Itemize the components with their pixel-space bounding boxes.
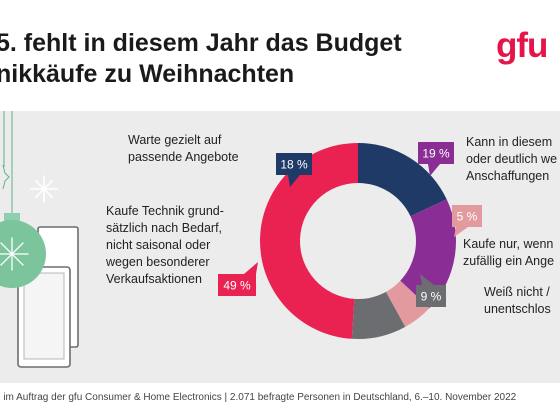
label-warte-gezielt-line-1: Warte gezielt auf	[128, 133, 222, 147]
sparkle-icon	[30, 175, 58, 203]
badge-pink: 5 %	[452, 205, 482, 237]
label-kann-in-diesem-line-1: Kann in diesem	[466, 135, 553, 149]
badge-pink-text: 5 %	[457, 210, 478, 224]
label-warte-gezielt: Warte gezielt auf passende Angebote	[128, 132, 239, 166]
decoration-illustration	[0, 111, 79, 368]
label-kaufe-nur-line-1: Kaufe nur, wenn	[463, 237, 554, 251]
badge-gray: 9 %	[416, 274, 446, 307]
slice-pink	[385, 280, 430, 327]
gfu-logo: gfu	[496, 26, 548, 65]
label-kaufe-technik-line-5: Verkaufsaktionen	[106, 272, 202, 286]
label-kann-in-diesem-line-3: Anschaffungen	[466, 169, 550, 183]
badge-navy-text: 18 %	[280, 158, 308, 172]
label-kaufe-technik-line-2: sätzlich nach Bedarf,	[106, 221, 223, 235]
badge-red-text: 49 %	[223, 279, 251, 293]
label-warte-gezielt-line-2: passende Angebote	[128, 150, 239, 164]
slice-red	[260, 143, 358, 339]
headline-line-2: nikkäufe zu Weihnachten	[0, 60, 295, 88]
label-kaufe-nur: Kaufe nur, wenn zufällig ein Ange	[463, 236, 554, 270]
label-kaufe-technik-line-1: Kaufe Technik grund-	[106, 204, 224, 218]
label-kann-in-diesem: Kann in diesem oder deutlich we Anschaff…	[466, 134, 557, 185]
headline-line-1: 5. fehlt in diesem Jahr das Budget	[0, 29, 402, 57]
label-kaufe-technik-line-3: nicht saisonal oder	[106, 238, 211, 252]
label-weiss-nicht-line-2: unentschlos	[484, 302, 551, 316]
hanging-strings-decoration	[2, 111, 13, 219]
badge-navy: 18 %	[276, 153, 312, 187]
slice-purple	[400, 199, 456, 309]
christmas-bauble-icon	[0, 213, 46, 288]
label-kaufe-technik: Kaufe Technik grund- sätzlich nach Bedar…	[106, 203, 224, 288]
label-kann-in-diesem-line-2: oder deutlich we	[466, 152, 558, 166]
headline: 5. fehlt in diesem Jahr das Budget nikkä…	[0, 28, 402, 90]
label-weiss-nicht: Weiß nicht / unentschlos	[484, 284, 551, 318]
source-footer: e im Auftrag der gfu Consumer & Home Ele…	[0, 392, 517, 403]
label-kaufe-technik-line-4: wegen besonderer	[106, 255, 210, 269]
percentage-badges: 18 % 19 % 5 % 9 % 49 %	[218, 142, 482, 307]
label-weiss-nicht-line-1: Weiß nicht /	[484, 285, 550, 299]
slice-navy	[358, 143, 447, 217]
label-kaufe-nur-line-2: zufällig ein Ange	[463, 254, 555, 268]
slice-gray	[351, 291, 406, 339]
badge-purple-text: 19 %	[422, 147, 450, 161]
badge-red: 49 %	[218, 262, 258, 296]
donut-slices	[260, 143, 456, 339]
badge-gray-text: 9 %	[421, 290, 442, 304]
devices-illustration	[17, 226, 79, 368]
badge-purple: 19 %	[418, 142, 454, 176]
